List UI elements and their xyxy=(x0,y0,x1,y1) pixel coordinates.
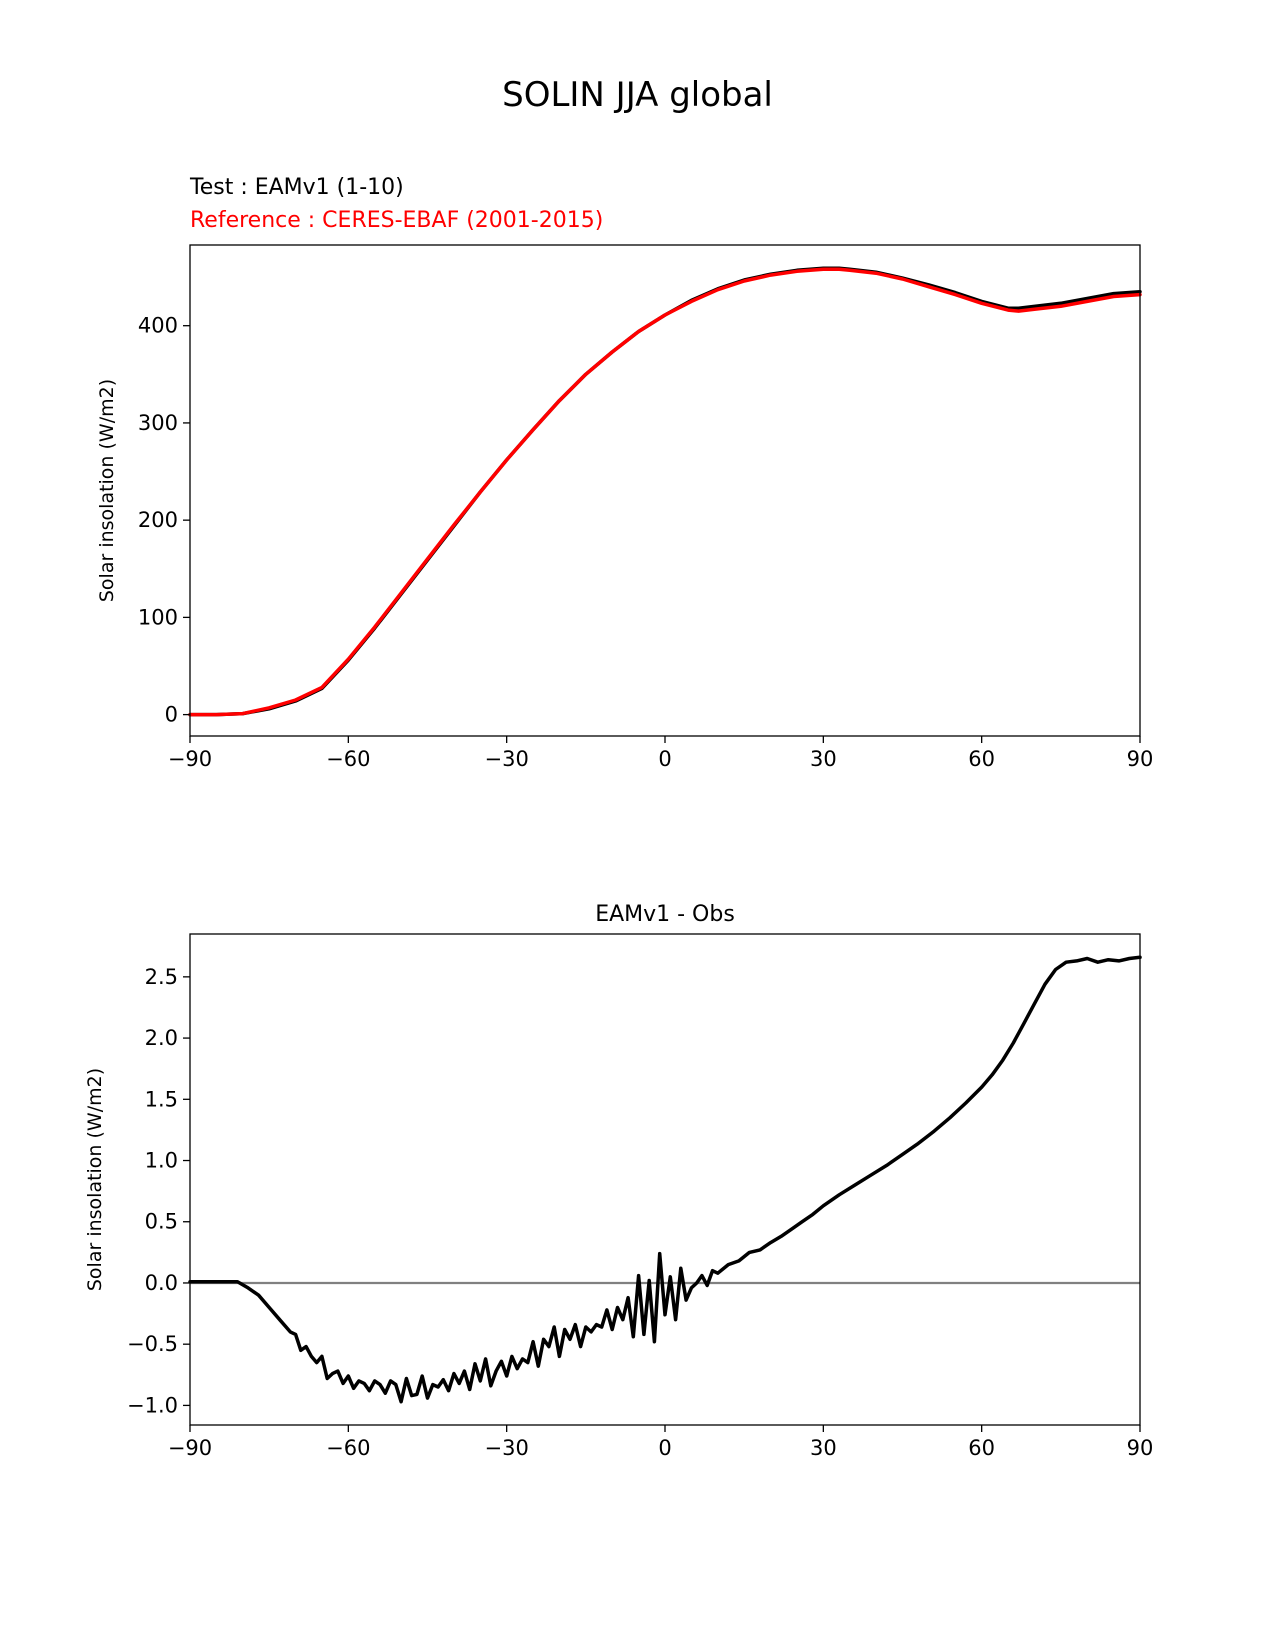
axes-frame xyxy=(189,933,1141,1426)
x-tick-label: −90 xyxy=(168,1436,212,1460)
difference-plot-title: EAMv1 - Obs xyxy=(595,902,735,927)
y-tick-label: 0.0 xyxy=(145,1271,178,1295)
x-tick-label: 60 xyxy=(968,1436,995,1460)
y-tick-label: 100 xyxy=(138,605,178,629)
axes-frame xyxy=(189,244,1141,737)
x-tick-label: 30 xyxy=(810,1436,837,1460)
y-tick-label: 0 xyxy=(165,703,178,727)
y-tick-label: −0.5 xyxy=(127,1332,178,1356)
y-tick-label: 300 xyxy=(138,411,178,435)
legend-test-label: Test : EAMv1 (1-10) xyxy=(190,175,404,200)
y-axis-label: Solar insolation (W/m2) xyxy=(96,379,118,602)
x-tick-label: 0 xyxy=(658,747,671,771)
bottom-plot: −90 −60 −30 0 30 60 90 −1.0 −0.5 0.0 0.5 1.0 1.5 2.0 2… xyxy=(84,933,1154,1460)
series-line-1 xyxy=(188,955,1142,1404)
x-tick-label: −30 xyxy=(485,747,529,771)
x-tick-label: −90 xyxy=(168,747,212,771)
y-tick-label: −1.0 xyxy=(127,1393,178,1417)
y-tick-label: 400 xyxy=(138,314,178,338)
x-tick-label: 90 xyxy=(1127,1436,1154,1460)
x-tick-label: −30 xyxy=(485,1436,529,1460)
y-tick-label: 2.5 xyxy=(145,965,178,989)
y-tick-label: 1.0 xyxy=(145,1149,178,1173)
y-axis-label: Solar insolation (W/m2) xyxy=(84,1068,106,1291)
series-line-1 xyxy=(188,266,1142,717)
x-tick-label: −60 xyxy=(326,747,370,771)
y-tick-label: 1.5 xyxy=(145,1087,178,1111)
x-tick-label: 90 xyxy=(1127,747,1154,771)
y-tick-label: 200 xyxy=(138,508,178,532)
legend-reference-label: Reference : CERES-EBAF (2001-2015) xyxy=(190,208,604,233)
x-tick-label: 60 xyxy=(968,747,995,771)
top-plot: −90 −60 −30 0 30 60 90 0 100 200 300 400 Solar insol… xyxy=(96,244,1154,771)
series-line-2 xyxy=(188,267,1142,717)
x-tick-label: 30 xyxy=(810,747,837,771)
x-tick-label: −60 xyxy=(326,1436,370,1460)
y-tick-label: 0.5 xyxy=(145,1210,178,1234)
x-tick-label: 0 xyxy=(658,1436,671,1460)
figure-title: SOLIN JJA global xyxy=(502,75,773,115)
y-tick-label: 2.0 xyxy=(145,1026,178,1050)
